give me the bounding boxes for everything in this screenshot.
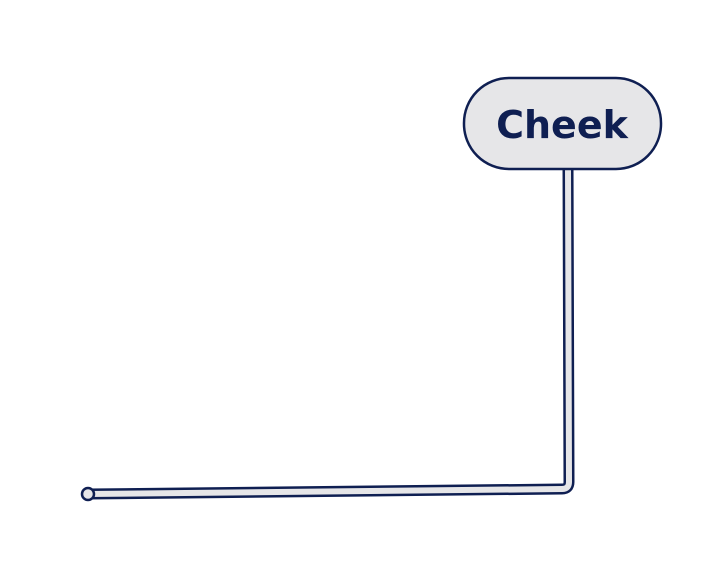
leader-line-fill: [85, 163, 572, 497]
label-text: Cheek: [496, 103, 628, 147]
label-bubble: [462, 76, 663, 171]
leader-line-outline: [82, 160, 575, 500]
anchor-point: [80, 486, 96, 502]
